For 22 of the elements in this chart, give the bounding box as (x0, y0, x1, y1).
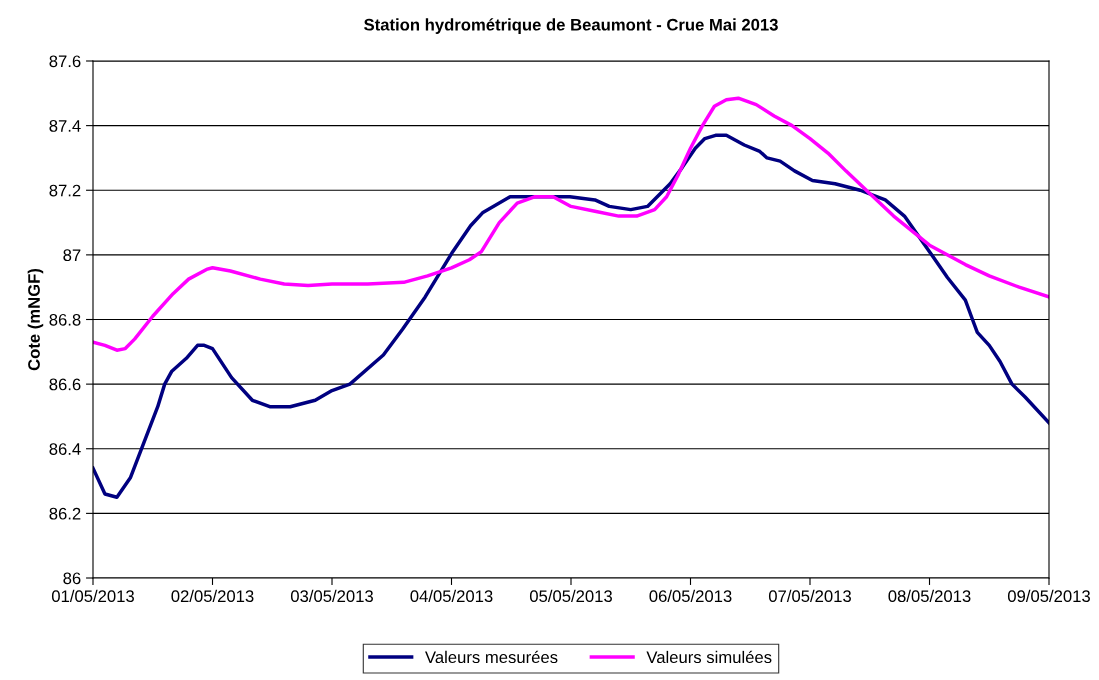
x-tick-label: 01/05/2013 (51, 589, 134, 603)
x-tick-label: 08/05/2013 (888, 589, 971, 603)
legend-label: Valeurs mesurées (425, 650, 558, 664)
y-tick-label: 87 (63, 249, 81, 262)
y-tick-label: 86 (63, 572, 81, 585)
y-tick-label: 86.6 (49, 378, 81, 391)
x-tick-label: 07/05/2013 (768, 589, 851, 603)
y-tick-label: 87.6 (49, 55, 81, 68)
y-tick-label: 87.4 (49, 120, 81, 132)
y-axis-title: Cote (mNGF) (27, 268, 44, 371)
x-tick-label: 02/05/2013 (171, 589, 254, 603)
legend-label: Valeurs simulées (646, 650, 772, 664)
y-tick-label: 86.2 (49, 507, 81, 520)
chart-title: Station hydrométrique de Beaumont - Crue Mai 2013 (364, 18, 778, 34)
x-tick-label: 05/05/2013 (529, 589, 612, 603)
x-tick-label: 03/05/2013 (290, 589, 373, 603)
y-tick-label: 86.4 (49, 443, 81, 455)
x-tick-label: 06/05/2013 (649, 589, 732, 603)
x-tick-label: 04/05/2013 (410, 589, 493, 603)
y-tick-label: 86.8 (49, 313, 81, 326)
x-tick-label: 09/05/2013 (1007, 589, 1090, 603)
y-tick-label: 87.2 (49, 184, 81, 197)
